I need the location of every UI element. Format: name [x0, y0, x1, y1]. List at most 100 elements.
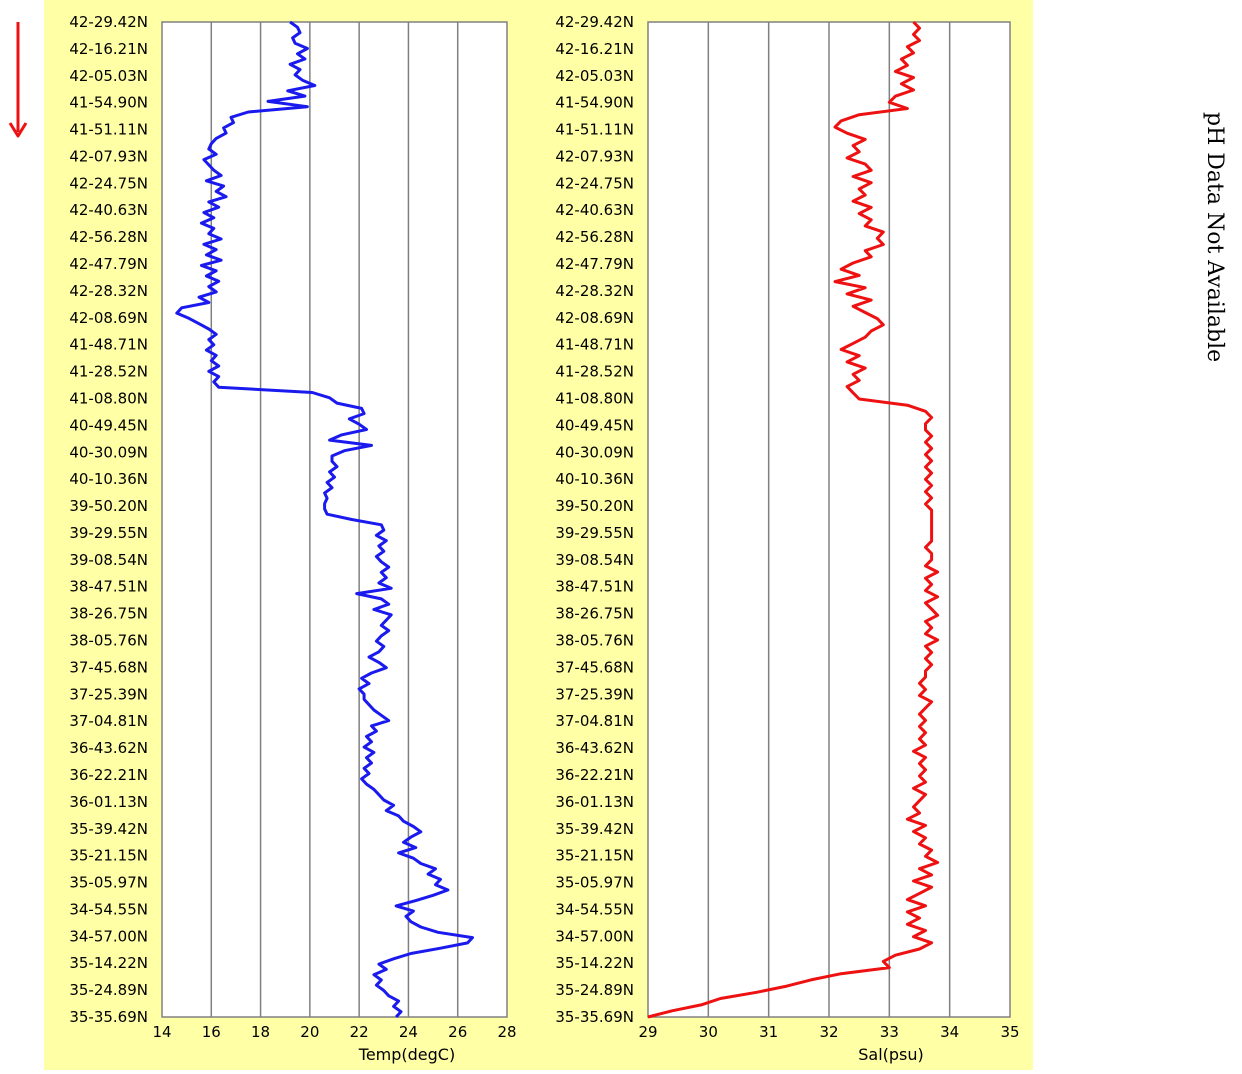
temp-y-tick-label: 42-28.32N [69, 282, 148, 300]
temp-y-tick-label: 38-05.76N [69, 632, 148, 650]
temp-y-tick-label: 42-40.63N [69, 201, 148, 219]
temp-y-tick-label: 40-10.36N [69, 470, 148, 488]
ph-unavailable-note: pH Data Not Available [1202, 112, 1227, 362]
temp-y-tick-label: 42-16.21N [69, 40, 148, 58]
temp-y-tick-label: 34-54.55N [69, 900, 148, 918]
temp-series-line [175, 20, 474, 1019]
temp-y-tick-label: 39-50.20N [69, 497, 148, 515]
temp-x-tick-labels: 14 16 18 20 22 24 26 28 [152, 1023, 516, 1041]
salinity-y-tick-label: 37-45.68N [555, 658, 634, 676]
salinity-y-tick-label: 40-49.45N [555, 416, 634, 434]
temp-y-tick-label: 39-08.54N [69, 551, 148, 569]
temp-y-tick-label: 37-04.81N [69, 712, 148, 730]
temp-y-tick-label: 40-49.45N [69, 416, 148, 434]
temp-y-tick-label: 41-28.52N [69, 363, 148, 381]
salinity-y-tick-label: 42-08.69N [555, 309, 634, 327]
salinity-plot-frame [647, 21, 1011, 1018]
salinity-x-axis-label: Sal(psu) [858, 1045, 924, 1064]
salinity-y-tick-label: 38-47.51N [555, 578, 634, 596]
temp-x-tick-label: 14 [152, 1023, 171, 1041]
salinity-x-tick-labels: 29 30 31 32 33 34 35 [638, 1023, 1019, 1041]
salinity-x-tick-label: 34 [940, 1023, 959, 1041]
salinity-y-tick-label: 35-05.97N [555, 874, 634, 892]
salinity-x-tick-label: 35 [1000, 1023, 1019, 1041]
salinity-y-tick-label: 42-05.03N [555, 67, 634, 85]
temp-y-tick-label: 39-29.55N [69, 524, 148, 542]
salinity-gridlines [707, 22, 951, 1017]
temp-y-tick-label: 42-24.75N [69, 174, 148, 192]
temp-y-tick-label: 42-47.79N [69, 255, 148, 273]
temp-y-tick-label: 41-08.80N [69, 389, 148, 407]
temp-y-tick-label: 41-54.90N [69, 94, 148, 112]
temp-y-tick-label: 36-22.21N [69, 766, 148, 784]
temp-y-tick-label: 40-30.09N [69, 443, 148, 461]
temp-y-tick-label: 36-01.13N [69, 793, 148, 811]
salinity-y-tick-label: 35-24.89N [555, 981, 634, 999]
salinity-x-tick-label: 33 [880, 1023, 899, 1041]
temp-y-tick-label: 42-08.69N [69, 309, 148, 327]
temp-x-tick-label: 24 [399, 1023, 418, 1041]
salinity-y-tick-label: 42-16.21N [555, 40, 634, 58]
salinity-y-tick-label: 41-54.90N [555, 94, 634, 112]
temp-x-tick-label: 20 [300, 1023, 319, 1041]
temp-x-tick-label: 22 [350, 1023, 369, 1041]
temp-y-tick-label: 36-43.62N [69, 739, 148, 757]
salinity-y-tick-label: 40-30.09N [555, 443, 634, 461]
temp-y-tick-label: 37-45.68N [69, 658, 148, 676]
temp-x-tick-label: 16 [202, 1023, 221, 1041]
temp-x-tick-label: 26 [448, 1023, 467, 1041]
temp-y-tick-label: 42-29.42N [69, 13, 148, 31]
salinity-y-tick-label: 39-50.20N [555, 497, 634, 515]
salinity-y-tick-label: 42-56.28N [555, 228, 634, 246]
temp-gridlines [210, 22, 459, 1017]
salinity-y-tick-label: 37-25.39N [555, 685, 634, 703]
temp-y-tick-label: 38-47.51N [69, 578, 148, 596]
down-arrow-icon [8, 22, 28, 138]
temp-y-tick-label: 42-05.03N [69, 67, 148, 85]
salinity-series-line [647, 20, 940, 1019]
salinity-y-tick-label: 39-29.55N [555, 524, 634, 542]
salinity-y-tick-label: 34-57.00N [555, 927, 634, 945]
temp-y-tick-label: 41-51.11N [69, 121, 148, 139]
salinity-y-tick-label: 41-51.11N [555, 121, 634, 139]
temp-y-tick-label: 35-35.69N [69, 1008, 148, 1026]
salinity-y-tick-label: 41-08.80N [555, 389, 634, 407]
salinity-y-tick-label: 34-54.55N [555, 900, 634, 918]
temp-y-tick-label: 35-21.15N [69, 847, 148, 865]
temp-y-tick-label: 38-26.75N [69, 605, 148, 623]
salinity-y-tick-label: 40-10.36N [555, 470, 634, 488]
salinity-y-tick-label: 35-14.22N [555, 954, 634, 972]
temp-y-tick-label: 42-56.28N [69, 228, 148, 246]
salinity-y-tick-label: 37-04.81N [555, 712, 634, 730]
temp-y-tick-label: 41-48.71N [69, 336, 148, 354]
salinity-y-tick-label: 42-29.42N [555, 13, 634, 31]
temp-y-tick-label: 35-14.22N [69, 954, 148, 972]
salinity-y-tick-label: 36-22.21N [555, 766, 634, 784]
temp-x-axis-label: Temp(degC) [358, 1045, 455, 1064]
salinity-y-tick-label: 41-28.52N [555, 363, 634, 381]
salinity-y-tick-label: 42-07.93N [555, 147, 634, 165]
salinity-y-tick-labels: 42-29.42N 42-16.21N 42-05.03N 41-54.90N 41-5… [555, 13, 634, 1026]
temp-y-tick-label: 42-07.93N [69, 147, 148, 165]
salinity-y-tick-label: 42-28.32N [555, 282, 634, 300]
salinity-y-tick-label: 42-40.63N [555, 201, 634, 219]
salinity-y-tick-label: 42-24.75N [555, 174, 634, 192]
salinity-x-tick-label: 32 [819, 1023, 838, 1041]
temp-y-tick-label: 37-25.39N [69, 685, 148, 703]
temp-y-tick-label: 35-05.97N [69, 874, 148, 892]
salinity-y-tick-label: 38-05.76N [555, 632, 634, 650]
temp-x-tick-label: 28 [497, 1023, 516, 1041]
salinity-y-tick-label: 36-43.62N [555, 739, 634, 757]
salinity-y-tick-label: 35-35.69N [555, 1008, 634, 1026]
temp-y-tick-labels: 42-29.42N 42-16.21N 42-05.03N 41-54.90N 41-5… [69, 13, 148, 1026]
salinity-x-tick-label: 31 [759, 1023, 778, 1041]
salinity-x-tick-label: 30 [699, 1023, 718, 1041]
salinity-y-tick-label: 35-39.42N [555, 820, 634, 838]
salinity-y-tick-label: 35-21.15N [555, 847, 634, 865]
temp-y-tick-label: 35-39.42N [69, 820, 148, 838]
salinity-y-tick-label: 42-47.79N [555, 255, 634, 273]
salinity-x-tick-label: 29 [638, 1023, 657, 1041]
salinity-y-tick-label: 36-01.13N [555, 793, 634, 811]
salinity-y-tick-label: 41-48.71N [555, 336, 634, 354]
